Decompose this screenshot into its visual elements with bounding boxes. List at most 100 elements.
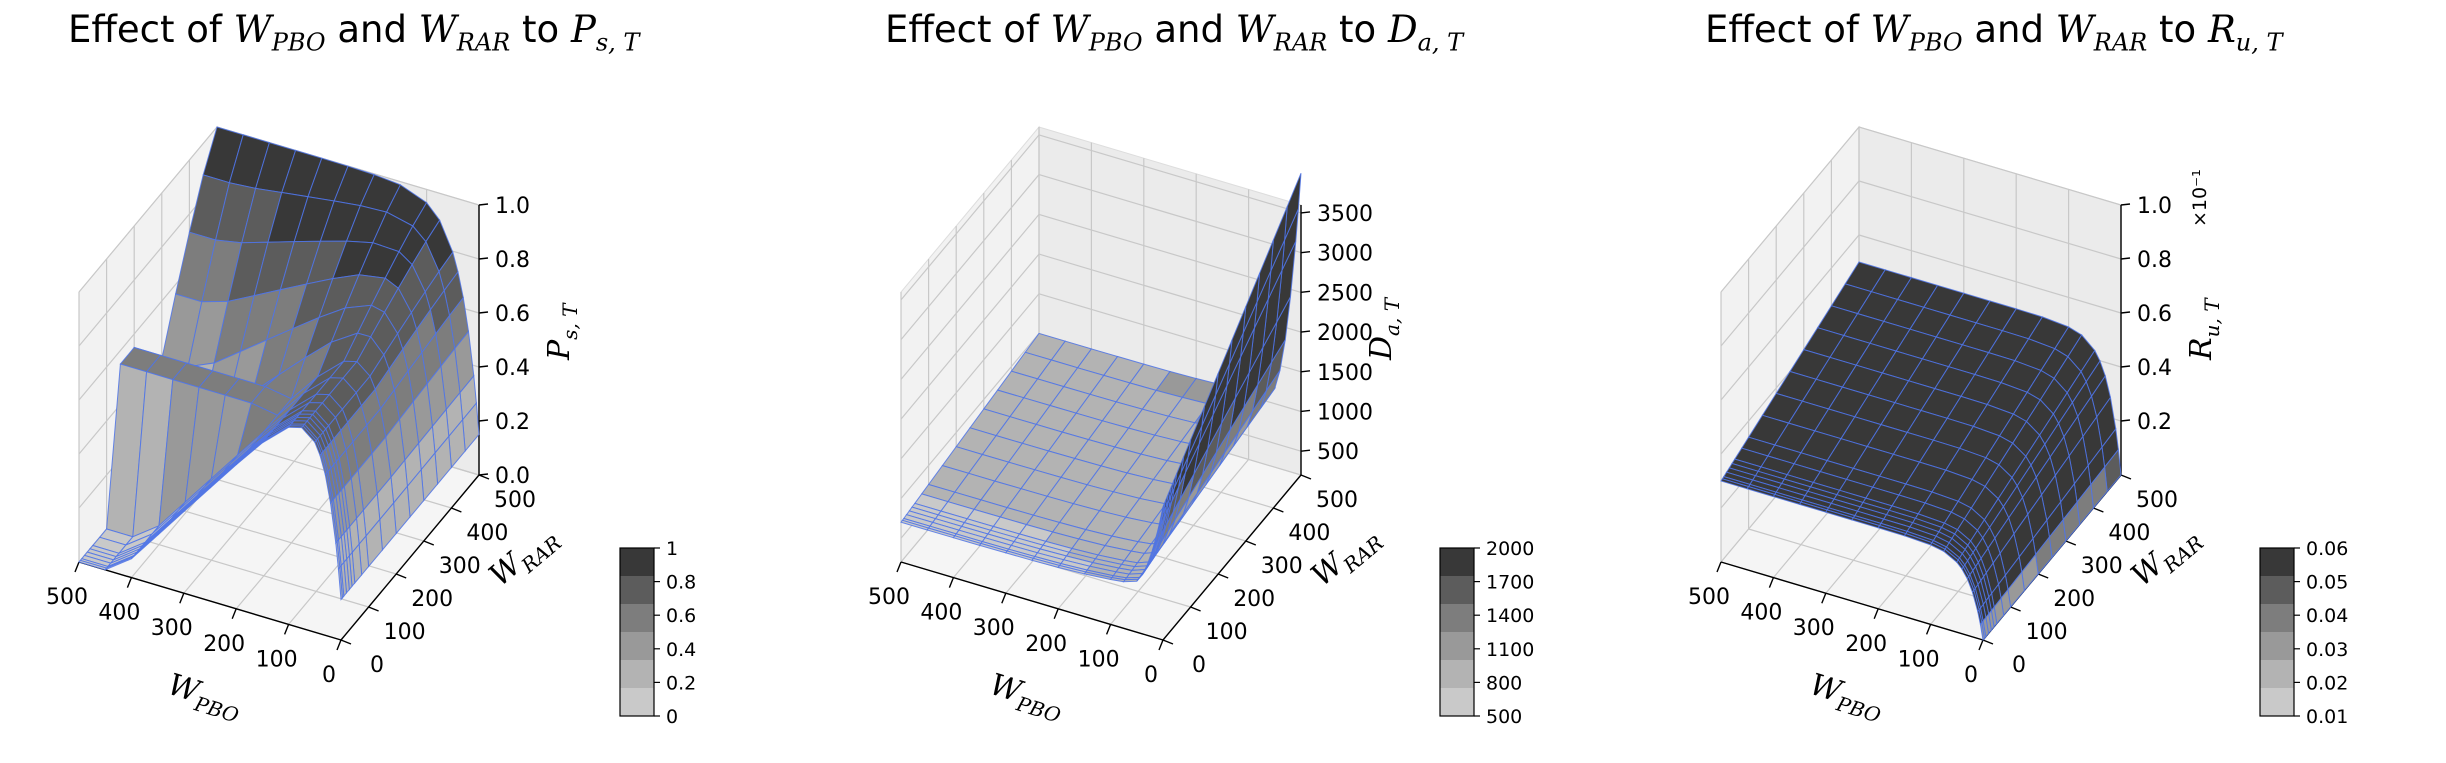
colorbar-tick-label: 0.05	[2306, 572, 2348, 594]
z-tick-label: 0.2	[2137, 410, 2172, 435]
y-tick-label: 400	[466, 521, 508, 546]
colorbar-tick-label: 1400	[1486, 605, 1534, 627]
colorbar-segment	[620, 548, 654, 576]
z-tick-label: 2000	[1317, 321, 1373, 346]
y-tick-label: 300	[1261, 554, 1303, 579]
colorbar-segment	[2260, 688, 2294, 716]
colorbar-segment	[2260, 576, 2294, 604]
y-tick	[2065, 540, 2077, 546]
z-tick	[2120, 257, 2131, 260]
y-tick	[2120, 474, 2132, 480]
y-tick-label: 200	[411, 587, 453, 612]
x-tick-label: 200	[1025, 632, 1067, 657]
colorbar-tick-label: 0.6	[666, 605, 696, 627]
y-tick-label: 300	[2081, 554, 2123, 579]
z-tick	[2120, 365, 2131, 368]
colorbar-tick-label: 800	[1486, 672, 1522, 694]
colorbar-segment	[620, 660, 654, 688]
colorbar-tick-label: 1	[666, 538, 678, 560]
colorbar-segment	[2260, 660, 2294, 688]
x-tick	[1873, 608, 1879, 620]
y-tick-label: 100	[384, 620, 426, 645]
x-tick	[179, 592, 185, 604]
z-tick-label: 0.8	[495, 248, 530, 273]
x-axis-label: WPBO	[984, 667, 1068, 727]
colorbar-tick-label: 0.01	[2306, 706, 2348, 728]
z-offset-label: ×10⁻¹	[2189, 169, 2211, 227]
z-tick-label: 3000	[1317, 242, 1373, 267]
surface-patch	[1979, 621, 1985, 642]
colorbar-segment	[620, 604, 654, 632]
z-tick-label: 1.0	[2137, 194, 2172, 219]
chart-title: Effect of WPBO and WRAR to Da, T	[885, 8, 1464, 57]
colorbar-tick-label: 500	[1486, 706, 1522, 728]
x-axis-label: WPBO	[1804, 667, 1888, 727]
y-tick	[395, 573, 407, 579]
colorbar-segment	[1440, 548, 1474, 576]
y-tick	[1162, 639, 1174, 645]
x-axis-line	[900, 561, 1164, 641]
y-tick-label: 400	[2108, 521, 2150, 546]
y-tick	[2037, 573, 2049, 579]
z-tick-label: 0.4	[2137, 356, 2172, 381]
x-tick	[1768, 577, 1775, 588]
x-tick-label: 100	[1898, 647, 1940, 672]
gridline-z	[1720, 126, 2122, 293]
colorbar-segment	[1440, 688, 1474, 716]
gridline-z	[1720, 234, 2122, 401]
x-tick	[948, 577, 955, 588]
x-tick-label: 0	[1964, 663, 1978, 688]
chart-panel-ps: Effect of WPBO and WRAR to Ps, T 500 400 3…	[0, 0, 815, 763]
x-tick-label: 200	[1845, 632, 1887, 657]
colorbar: 1 0.8 0.6 0.4 0.2 0	[619, 538, 696, 728]
z-tick-label: 0.6	[2137, 302, 2172, 327]
y-tick	[1982, 639, 1994, 645]
colorbar-tick-label: 0.4	[666, 639, 696, 661]
z-tick	[1300, 290, 1311, 294]
y-tick-label: 400	[1288, 521, 1330, 546]
x-tick	[1925, 624, 1932, 635]
colorbar-segment	[1440, 604, 1474, 632]
surface-patch	[1122, 578, 1140, 583]
colorbar-segment	[1440, 660, 1474, 688]
x-tick-label: 0	[1144, 663, 1158, 688]
colorbar-segment	[2260, 604, 2294, 632]
colorbar-tick-label: 0.02	[2306, 672, 2348, 694]
surface-patch	[337, 566, 343, 601]
colorbar-tick-label: 0.06	[2306, 538, 2348, 560]
z-tick	[1300, 250, 1311, 254]
y-axis-line	[1162, 474, 1302, 641]
y-tick-label: 0	[2012, 653, 2026, 678]
colorbar: 0.06 0.05 0.04 0.03 0.02 0.01	[2259, 538, 2348, 728]
y-tick	[1300, 474, 1312, 480]
gridline-z	[900, 253, 1302, 420]
x-tick-label: 200	[203, 632, 245, 657]
y-tick-label: 500	[2136, 488, 2178, 513]
z-tick	[2120, 311, 2131, 314]
axis-lines	[900, 205, 1302, 641]
gridline-z	[900, 293, 1302, 460]
z-tick	[1300, 409, 1311, 413]
x-tick-label: 500	[1688, 585, 1730, 610]
x-tick	[231, 608, 237, 620]
z-tick-label: 2500	[1317, 281, 1373, 306]
x-axis-line	[78, 561, 342, 641]
z-tick-label: 0.4	[495, 356, 530, 381]
colorbar-segment	[620, 688, 654, 716]
colorbar-segment	[620, 632, 654, 660]
surface-patch	[1159, 503, 1165, 520]
y-tick	[423, 540, 435, 546]
z-tick	[478, 473, 489, 476]
x-tick-label: 300	[151, 616, 193, 641]
colorbar-segment	[1440, 632, 1474, 660]
x-tick	[126, 577, 133, 588]
colorbar-frame	[619, 547, 655, 717]
colorbar-segment	[2260, 548, 2294, 576]
z-tick-label: 500	[1317, 440, 1359, 465]
z-axis-label: Ps, T	[542, 302, 582, 361]
z-tick-label: 0.8	[2137, 248, 2172, 273]
y-tick-label: 100	[2026, 620, 2068, 645]
z-tick	[478, 203, 489, 206]
